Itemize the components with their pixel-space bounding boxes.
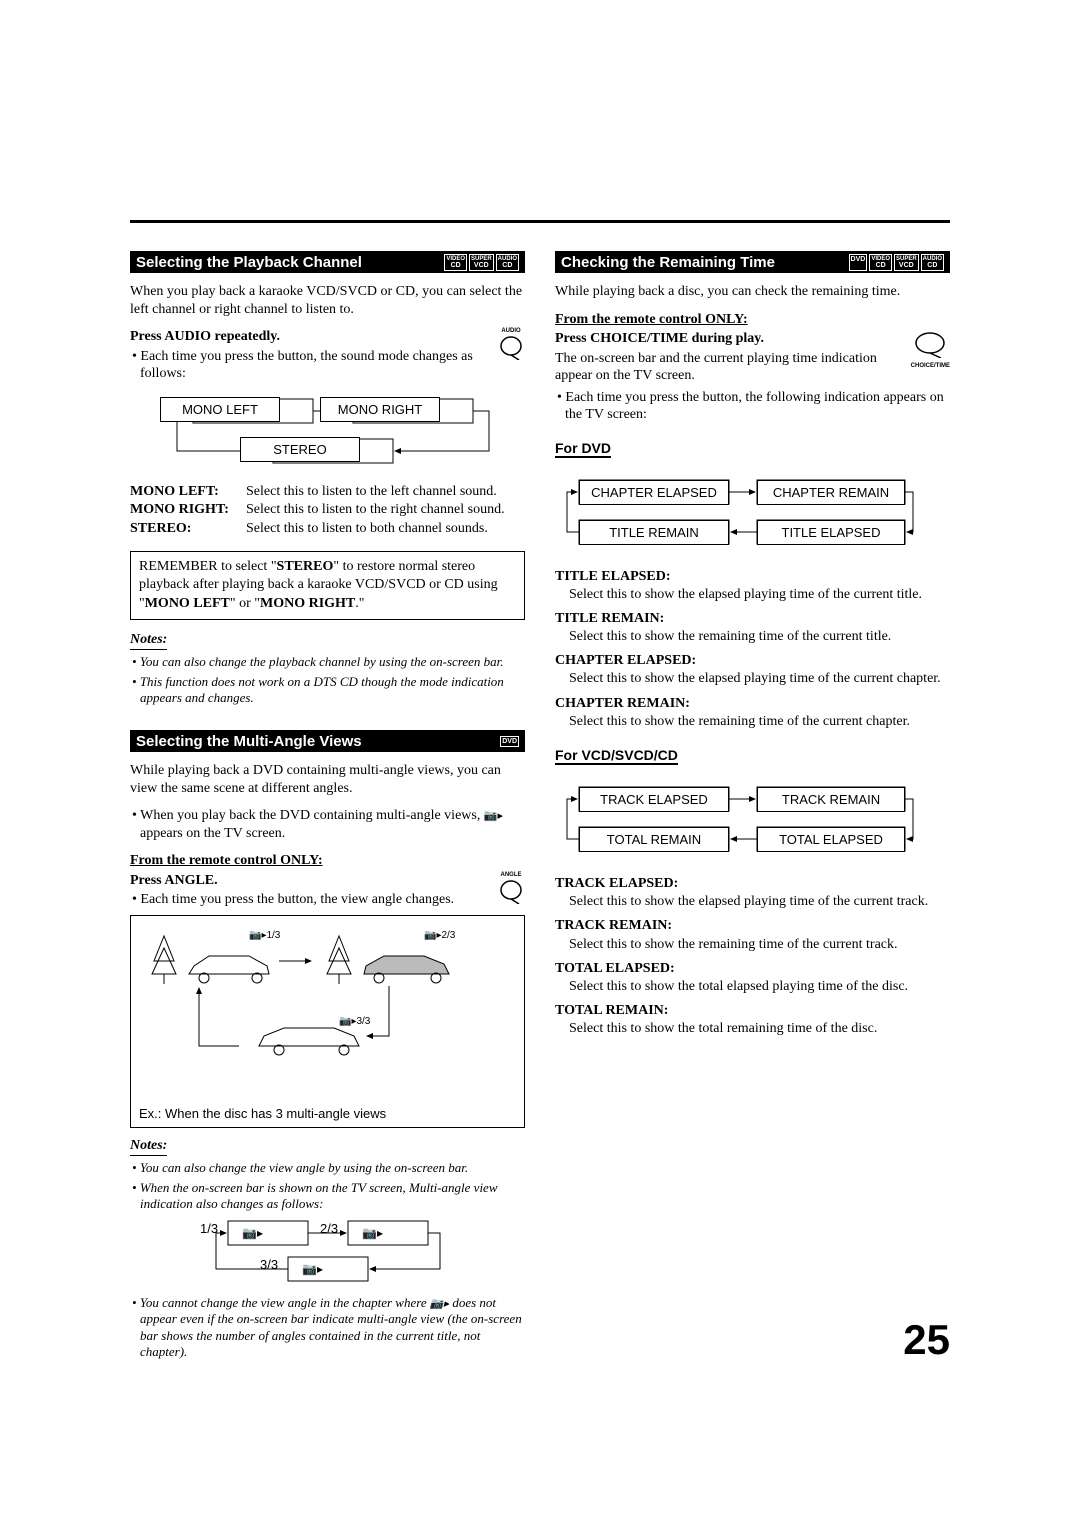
angle-box: 2/3	[320, 1221, 338, 1236]
section-bar-playback: Selecting the Playback Channel VIDEOCD S…	[130, 251, 525, 273]
flow-chapter-elapsed: CHAPTER ELAPSED	[579, 480, 729, 505]
badge-video-cd: VIDEOCD	[869, 254, 892, 271]
section-bar-remaining: Checking the Remaining Time DVD VIDEOCD …	[555, 251, 950, 273]
intro-text: While playing back a disc, you can check…	[555, 283, 950, 301]
remember-box: REMEMBER to select "STEREO" to restore n…	[130, 551, 525, 620]
choice-time-button-icon: CHOICE/TIME	[911, 330, 950, 369]
mono-flow-diagram: MONO LEFT MONO RIGHT STEREO	[130, 393, 525, 469]
bullet-angle-changes: • Each time you press the button, the vi…	[130, 891, 525, 909]
svg-text:📷▸2/3: 📷▸2/3	[424, 930, 456, 941]
intro-text: When you play back a karaoke VCD/SVCD or…	[130, 283, 525, 318]
flow-title-remain: TITLE REMAIN	[579, 520, 729, 545]
section-title: Checking the Remaining Time	[561, 254, 775, 271]
audio-button-icon: AUDIO	[497, 328, 525, 365]
press-audio: Press AUDIO repeatedly.	[130, 328, 525, 346]
intro-text: While playing back a DVD containing mult…	[130, 762, 525, 797]
notes-heading: Notes:	[130, 1138, 167, 1156]
right-column: Checking the Remaining Time DVD VIDEOCD …	[555, 251, 950, 1364]
angle-flow-diagram: 📷▸ 📷▸ 📷▸ 1/3 2/3 3/3	[130, 1217, 525, 1287]
channel-definitions: MONO LEFT:Select this to listen to the l…	[130, 483, 525, 540]
car-angles-svg: 📷▸1/3 📷▸2/3 📷▸3/3	[139, 926, 459, 1091]
for-dvd-heading: For DVD	[555, 440, 611, 458]
svg-text:📷▸: 📷▸	[362, 1226, 383, 1240]
badges: VIDEOCD SUPERVCD AUDIOCD	[444, 254, 519, 271]
svg-text:📷▸: 📷▸	[242, 1226, 263, 1240]
section-bar-multiangle: Selecting the Multi-Angle Views DVD	[130, 730, 525, 752]
flow-chapter-remain: CHAPTER REMAIN	[757, 480, 905, 505]
svg-text:📷▸: 📷▸	[302, 1262, 323, 1276]
flow-total-elapsed: TOTAL ELAPSED	[757, 827, 905, 852]
camera-icon: 📷▸	[484, 810, 503, 822]
flow-stereo: STEREO	[240, 437, 360, 462]
note-item: • You cannot change the view angle in th…	[130, 1295, 525, 1361]
left-column: Selecting the Playback Channel VIDEOCD S…	[130, 251, 525, 1364]
vcd-term-list: TRACK ELAPSED:Select this to show the el…	[555, 875, 950, 1039]
notes-heading: Notes:	[130, 632, 167, 650]
bullet-indication: • Each time you press the button, the fo…	[555, 389, 950, 424]
bullet-camera-icon: • When you play back the DVD containing …	[130, 807, 525, 842]
flow-total-remain: TOTAL REMAIN	[579, 827, 729, 852]
badge-video-cd: VIDEOCD	[444, 254, 467, 271]
vcd-flow-diagram: TRACK ELAPSED TRACK REMAIN TOTAL ELAPSED…	[555, 783, 950, 861]
camera-icon: 📷▸	[430, 1298, 449, 1310]
badge-dvd: DVD	[849, 254, 868, 271]
badge-super-vcd: SUPERVCD	[469, 254, 494, 271]
badges: DVD	[500, 736, 519, 747]
angle-box: 3/3	[260, 1257, 278, 1272]
dvd-term-list: TITLE ELAPSED:Select this to show the el…	[555, 568, 950, 732]
section-title: Selecting the Playback Channel	[136, 254, 362, 271]
dvd-flow-diagram: CHAPTER ELAPSED CHAPTER REMAIN TITLE ELA…	[555, 476, 950, 554]
desc-text: The on-screen bar and the current playin…	[555, 350, 950, 385]
from-remote-heading: From the remote control ONLY:	[555, 311, 950, 329]
badge-dvd: DVD	[500, 736, 519, 747]
bullet-mode-changes: • Each time you press the button, the so…	[130, 348, 525, 383]
svg-text:📷▸1/3: 📷▸1/3	[249, 930, 281, 941]
illustration-caption: Ex.: When the disc has 3 multi-angle vie…	[139, 1106, 516, 1121]
flow-track-remain: TRACK REMAIN	[757, 787, 905, 812]
page-number: 25	[903, 1316, 950, 1364]
press-angle: Press ANGLE.	[130, 872, 525, 890]
section-title: Selecting the Multi-Angle Views	[136, 733, 362, 750]
from-remote-heading: From the remote control ONLY:	[130, 852, 525, 870]
page: Selecting the Playback Channel VIDEOCD S…	[0, 0, 1080, 1424]
badge-audio-cd: AUDIOCD	[921, 254, 944, 271]
note-item: • You can also change the view angle by …	[130, 1160, 525, 1176]
notes-block: Notes: • You can also change the view an…	[130, 1136, 525, 1213]
angle-button-icon: ANGLE	[497, 872, 525, 909]
badge-audio-cd: AUDIOCD	[496, 254, 519, 271]
angle-box: 1/3	[200, 1221, 218, 1236]
note-item: • When the on-screen bar is shown on the…	[130, 1180, 525, 1213]
note-item: • This function does not work on a DTS C…	[130, 674, 525, 707]
press-choice-time: Press CHOICE/TIME during play.	[555, 330, 950, 348]
note-item: • You can also change the playback chann…	[130, 654, 525, 670]
top-rule	[130, 220, 950, 223]
notes-block: Notes: • You can also change the playbac…	[130, 630, 525, 707]
flow-title-elapsed: TITLE ELAPSED	[757, 520, 905, 545]
for-vcd-heading: For VCD/SVCD/CD	[555, 747, 678, 765]
svg-text:📷▸3/3: 📷▸3/3	[339, 1016, 371, 1027]
badge-super-vcd: SUPERVCD	[894, 254, 919, 271]
flow-track-elapsed: TRACK ELAPSED	[579, 787, 729, 812]
flow-mono-right: MONO RIGHT	[320, 397, 440, 422]
columns: Selecting the Playback Channel VIDEOCD S…	[130, 251, 950, 1364]
multi-angle-illustration: 📷▸1/3 📷▸2/3 📷▸3/3	[130, 915, 525, 1128]
badges: DVD VIDEOCD SUPERVCD AUDIOCD	[849, 254, 944, 271]
flow-mono-left: MONO LEFT	[160, 397, 280, 422]
